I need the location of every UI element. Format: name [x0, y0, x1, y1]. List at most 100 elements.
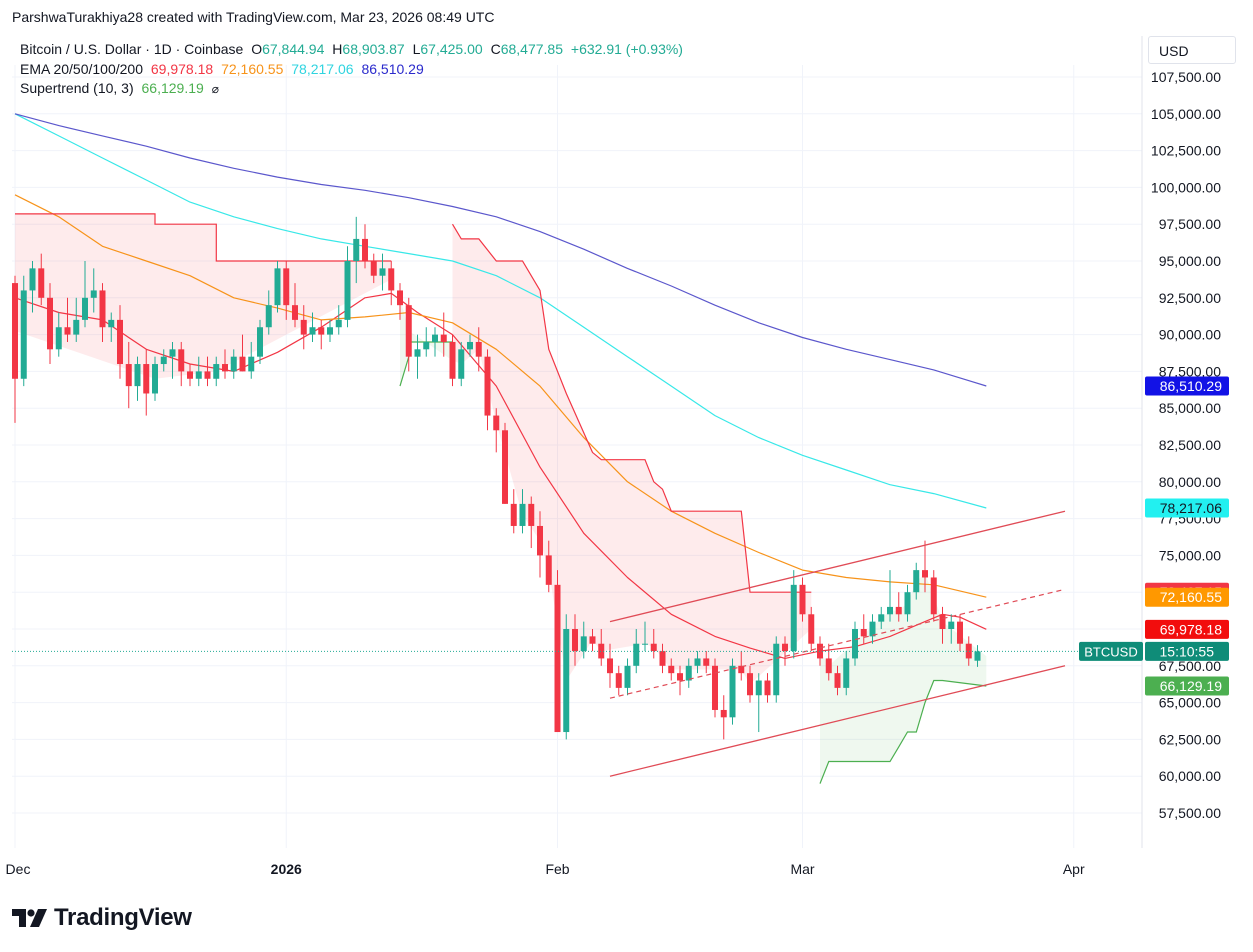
candle [204, 356, 211, 387]
candle-body [852, 629, 858, 659]
candle [82, 261, 88, 328]
supertrend-hidden-icon[interactable]: ⌀ [211, 82, 219, 96]
supertrend-fill [15, 213, 392, 379]
candle [764, 673, 771, 703]
candle-body [519, 503, 526, 526]
candle-body [475, 341, 482, 357]
candle [974, 645, 981, 667]
candle-body [878, 614, 885, 622]
supertrend-label: Supertrend (10, 3) [20, 80, 134, 96]
candle [957, 614, 963, 652]
y-tick-label: 75,000.00 [1159, 547, 1221, 563]
ema-line-ema200 [14, 113, 987, 387]
price-tag-text: 72,160.55 [1160, 589, 1222, 605]
price-tag-text: 78,217.06 [1160, 500, 1222, 516]
legend-supertrend-row[interactable]: Supertrend (10, 3) 66,129.19 ⌀ [20, 79, 683, 100]
x-tick-label: Mar [790, 861, 814, 877]
open-value: 67,844.94 [262, 41, 325, 57]
candle-body [134, 364, 141, 387]
y-tick-label: 97,500.00 [1159, 216, 1221, 232]
candle [887, 570, 893, 622]
candle [423, 327, 430, 357]
legend-ema-row[interactable]: EMA 20/50/100/200 69,978.18 72,160.55 78… [20, 60, 683, 80]
candle [572, 614, 578, 666]
tradingview-logo[interactable]: TradingView [12, 904, 192, 932]
candle-body [449, 341, 456, 379]
candle-body [825, 658, 832, 674]
candle [222, 349, 228, 379]
tradingview-mark-icon [12, 909, 47, 927]
candle [300, 305, 307, 350]
candle [904, 584, 911, 622]
candle-body [782, 643, 788, 652]
candle [519, 489, 526, 534]
candle-body [860, 629, 867, 637]
candle-body [152, 364, 158, 394]
candle [930, 570, 937, 622]
candle [703, 651, 710, 674]
candle [29, 261, 36, 313]
price-tag-bg [1145, 498, 1229, 518]
candle [545, 540, 552, 593]
candle [825, 643, 832, 681]
candle-body [265, 305, 272, 328]
candle [720, 695, 727, 740]
candle-body [712, 665, 718, 710]
y-tick-label: 82,500.00 [1159, 437, 1221, 453]
y-tick-label: 107,500.00 [1151, 69, 1221, 85]
candle [335, 305, 342, 335]
y-tick-label: 100,000.00 [1151, 179, 1221, 195]
x-tick-label: Dec [6, 861, 31, 877]
candle [895, 592, 902, 622]
low-label: L [412, 41, 421, 57]
ema50-value: 72,160.55 [221, 60, 284, 77]
candle [843, 651, 850, 696]
candle-body [493, 415, 500, 431]
candle [239, 334, 246, 372]
candle-body [64, 327, 71, 335]
candle-body [589, 636, 596, 644]
candle [869, 614, 876, 644]
candle-body [624, 665, 631, 688]
ema-label: EMA 20/50/100/200 [20, 60, 143, 77]
candle [213, 356, 220, 387]
candle [143, 349, 150, 416]
candle [685, 658, 692, 688]
channel-lower-line [609, 665, 1066, 777]
close-value: 68,477.85 [500, 41, 563, 57]
y-tick-label: 62,500.00 [1159, 731, 1221, 747]
candle-body [309, 327, 316, 335]
price-tag: 72,160.55 [1145, 587, 1229, 607]
candle-body [55, 327, 62, 350]
y-tick-label: 105,000.00 [1151, 106, 1221, 122]
candle [659, 643, 666, 674]
candle-body [195, 371, 202, 379]
candle-body [633, 643, 640, 666]
candle [309, 312, 316, 342]
candle-body [563, 629, 570, 733]
candle-body [239, 356, 246, 372]
candle [589, 629, 596, 652]
candle [554, 570, 561, 733]
tradingview-logo-text: TradingView [54, 904, 192, 931]
candle [624, 658, 631, 696]
low-value: 67,425.00 [420, 41, 483, 57]
candle [55, 312, 62, 357]
ema-lines [14, 113, 987, 660]
y-tick-label: 95,000.00 [1159, 253, 1221, 269]
candle-body [353, 238, 360, 261]
y-tick-label: 90,000.00 [1159, 327, 1221, 343]
candle-body [204, 371, 211, 379]
candle [729, 658, 736, 725]
supertrend-up-line [819, 679, 987, 784]
candle-body [327, 327, 333, 335]
symbol-title[interactable]: Bitcoin / U.S. Dollar · 1D · Coinbase [20, 41, 244, 57]
y-tick-label: 65,000.00 [1159, 695, 1221, 711]
candle-body [143, 364, 150, 394]
candle-body [484, 356, 491, 416]
x-axis: Dec 2026 Feb Mar Apr [6, 861, 1085, 877]
currency-selector[interactable]: USD [1148, 36, 1236, 64]
candle [563, 614, 570, 740]
candle-body [537, 525, 543, 556]
